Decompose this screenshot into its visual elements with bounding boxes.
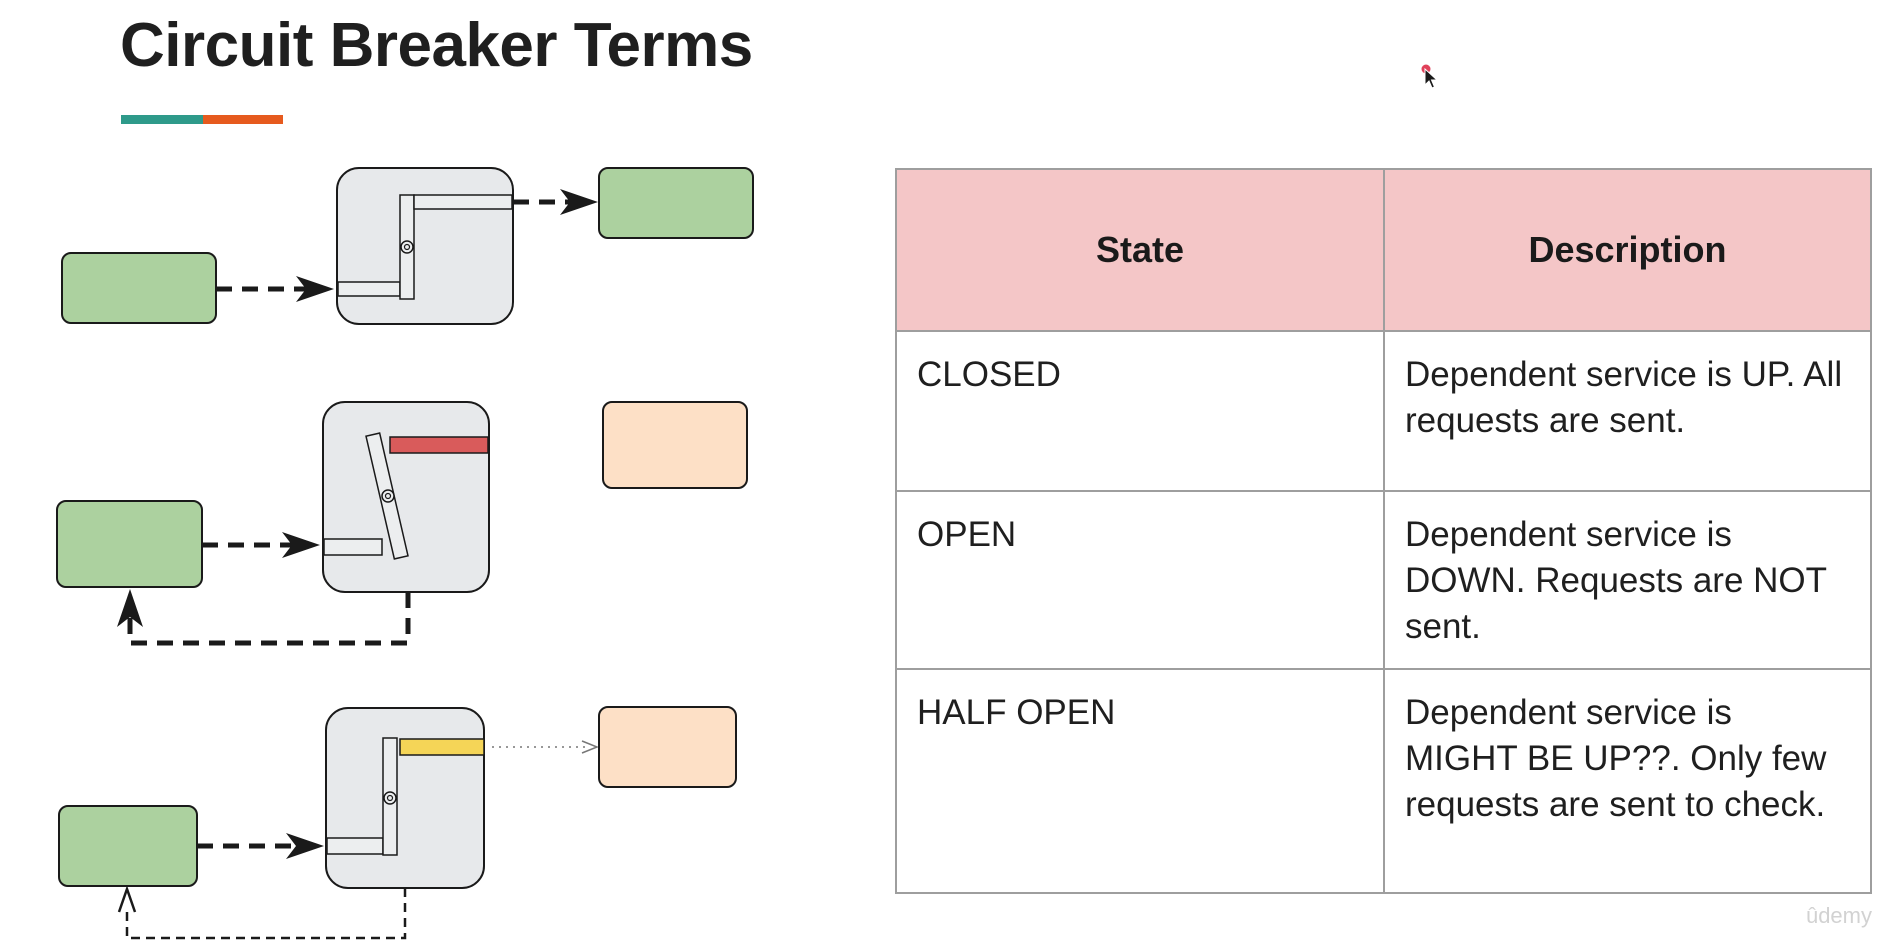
table-header-row: State Description [895,168,1872,332]
half-open-state-diagram [58,706,737,940]
open-request-arrowhead [282,532,320,558]
open-breaker-body [322,401,490,593]
open-fallback-arrowhead [117,589,143,627]
half-open-fallback-arrowhead [117,885,137,913]
open-breaker-out-bar-red [389,436,489,454]
half-open-service-box [598,706,737,788]
half-open-breaker-in-bar [326,837,384,855]
half-open-request-arrowhead [286,833,324,859]
half-open-breaker-pivot [383,791,397,805]
states-table: State Description CLOSED Dependent servi… [895,168,1872,894]
closed-request-arrowhead [296,276,334,302]
slide-title: Circuit Breaker Terms [120,11,753,80]
open-state-diagram [56,401,748,646]
accent-teal [121,115,203,124]
half-open-client-box [58,805,198,887]
description-cell: Dependent service is MIGHT BE UP??. Only… [1383,668,1872,894]
closed-breaker-out-bar [413,194,513,210]
half-open-fallback-return-line [125,888,407,940]
open-service-box-down [602,401,748,489]
udemy-watermark: ûdemy [1805,903,1872,928]
circuit-breaker-diagram [56,167,754,940]
state-cell: HALF OPEN [895,668,1385,894]
open-fallback-return-line [127,592,411,646]
state-cell: OPEN [895,490,1385,670]
closed-state-diagram [61,167,754,325]
closed-breaker-in-bar [337,281,401,297]
half-open-breaker-body [325,707,485,889]
header-description: Description [1383,168,1872,332]
open-breaker-in-bar [323,538,383,556]
table-row: HALF OPEN Dependent service is MIGHT BE … [895,668,1872,894]
open-client-box [56,500,203,588]
closed-breaker-pivot [400,240,414,254]
closed-forward-arrowhead [560,189,598,215]
title-accent-underline [121,115,283,124]
header-state: State [895,168,1385,332]
description-cell: Dependent service is DOWN. Requests are … [1383,490,1872,670]
open-breaker-pivot [381,489,395,503]
description-cell: Dependent service is UP. All requests ar… [1383,330,1872,492]
state-cell: CLOSED [895,330,1385,492]
half-open-probe-arrowhead [581,740,600,754]
accent-orange [203,115,283,124]
closed-breaker-body [336,167,514,325]
closed-client-box [61,252,217,324]
half-open-breaker-out-bar-yellow [399,738,485,756]
mouse-pointer-icon [1421,64,1439,89]
table-row: CLOSED Dependent service is UP. All requ… [895,330,1872,492]
closed-service-box [598,167,754,239]
table-row: OPEN Dependent service is DOWN. Requests… [895,490,1872,670]
